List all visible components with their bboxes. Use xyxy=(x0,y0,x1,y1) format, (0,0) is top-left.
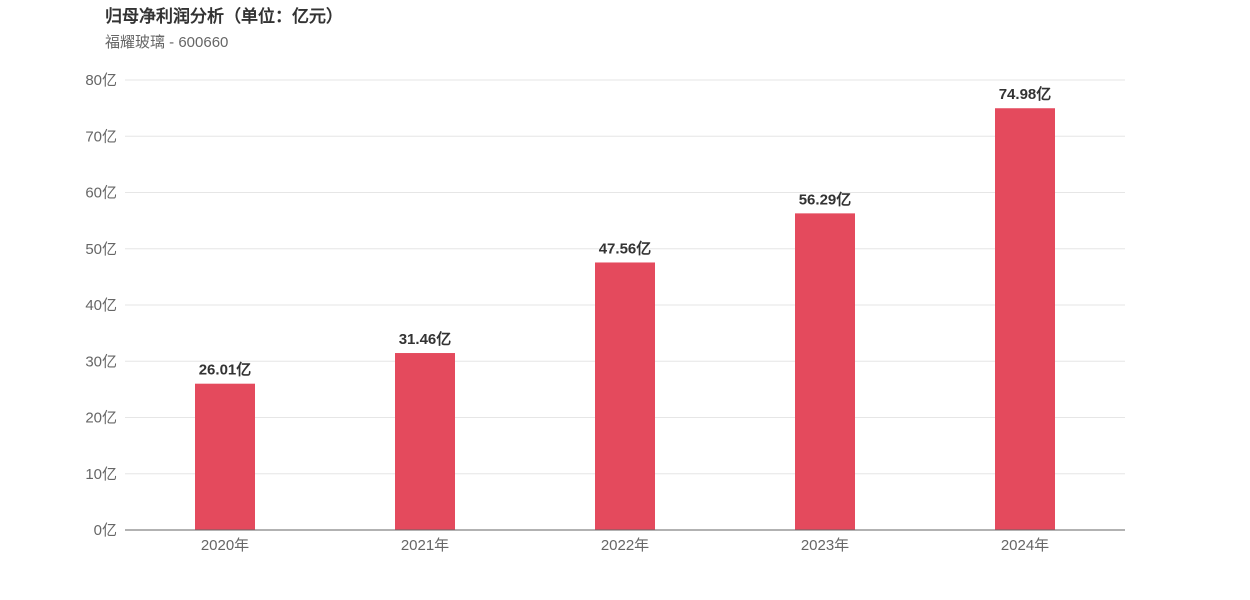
bar xyxy=(395,353,455,530)
bar-value-label: 31.46亿 xyxy=(399,330,452,348)
bar xyxy=(795,213,855,530)
x-tick-label: 2021年 xyxy=(401,537,449,554)
bar xyxy=(195,383,255,530)
x-tick-label: 2020年 xyxy=(201,537,249,554)
y-tick-label: 70亿 xyxy=(85,128,117,145)
bar xyxy=(595,262,655,530)
bar-value-label: 26.01亿 xyxy=(199,361,252,379)
x-tick-label: 2023年 xyxy=(801,537,849,554)
chart-subtitle: 福耀玻璃 - 600660 xyxy=(105,34,229,51)
y-tick-label: 50亿 xyxy=(85,241,117,258)
y-tick-label: 80亿 xyxy=(85,72,117,89)
bar-value-label: 74.98亿 xyxy=(999,85,1052,103)
bar xyxy=(995,108,1055,531)
chart-title: 归母净利润分析（单位：亿元） xyxy=(105,7,343,26)
bar-value-label: 56.29亿 xyxy=(799,190,852,208)
y-tick-label: 40亿 xyxy=(85,297,117,314)
y-tick-label: 30亿 xyxy=(85,353,117,370)
bar-value-label: 47.56亿 xyxy=(599,239,652,257)
x-tick-label: 2024年 xyxy=(1001,537,1049,554)
y-tick-label: 10亿 xyxy=(85,466,117,483)
y-tick-label: 20亿 xyxy=(85,410,117,427)
y-tick-label: 60亿 xyxy=(85,185,117,202)
y-tick-label: 0亿 xyxy=(94,522,117,539)
x-tick-label: 2022年 xyxy=(601,537,649,554)
